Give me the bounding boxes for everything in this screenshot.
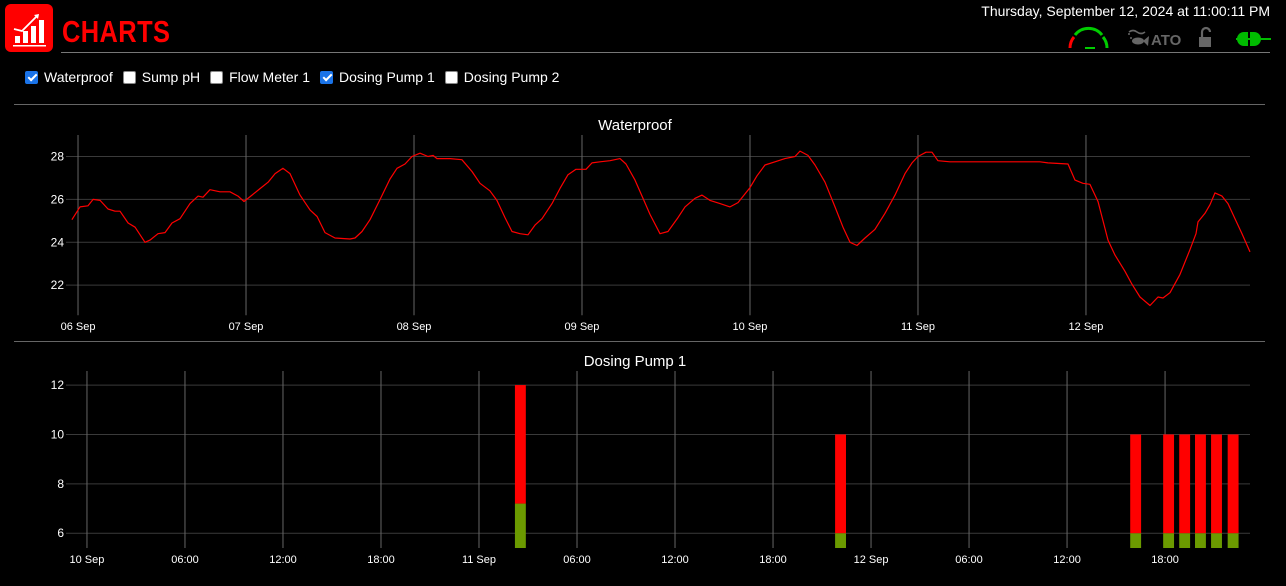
y-tick-label: 8 (57, 477, 64, 491)
series-filter-bar: Waterproof Sump pH Flow Meter 1 Dosing P… (25, 69, 569, 85)
x-tick-label: 12:00 (661, 554, 689, 566)
x-tick-label: 06:00 (563, 554, 591, 566)
bar-upper-segment (1211, 434, 1222, 534)
x-tick-label: 12 Sep (854, 554, 889, 566)
x-tick-label: 08 Sep (397, 321, 432, 333)
bar-upper-segment (835, 434, 846, 534)
bar-lower-segment (1163, 533, 1175, 548)
checkbox[interactable] (210, 70, 224, 84)
y-tick-label: 28 (51, 149, 65, 163)
y-tick-label: 10 (51, 427, 65, 441)
bar-lower-segment (1227, 533, 1239, 548)
y-tick-label: 12 (51, 378, 65, 392)
x-tick-label: 18:00 (1151, 554, 1179, 566)
chart-title-dosing-pump-1: Dosing Pump 1 (583, 353, 687, 370)
x-tick-label: 06:00 (171, 554, 199, 566)
filter-dosing-pump-1[interactable]: Dosing Pump 1 (320, 69, 435, 85)
x-tick-label: 10 Sep (733, 321, 768, 333)
x-tick-label: 12 Sep (1069, 321, 1104, 333)
checkbox[interactable] (444, 70, 458, 84)
x-tick-label: 18:00 (759, 554, 787, 566)
series-line (71, 150, 1251, 307)
x-tick-label: 12:00 (269, 554, 297, 566)
bar-upper-segment (1195, 434, 1206, 534)
bar-upper-segment (1227, 434, 1239, 534)
y-tick-label: 22 (51, 278, 65, 292)
bar-upper-segment (1163, 434, 1175, 534)
fish-feed-icon[interactable] (1128, 29, 1149, 47)
y-tick-label: 26 (51, 192, 65, 206)
divider (14, 341, 1265, 342)
bar-lower-segment (514, 503, 526, 548)
bar-lower-segment (1195, 533, 1206, 548)
bar-lower-segment (835, 533, 846, 548)
filter-flow-meter-1[interactable]: Flow Meter 1 (210, 69, 310, 85)
bar-upper-segment (1130, 434, 1142, 534)
x-tick-label: 12:00 (1053, 554, 1081, 566)
chart-0: 22 24 26 28 06 Sep 07 Sep 08 Sep 09 Sep 10 Sep 11… (51, 135, 1251, 333)
ato-icon[interactable]: ATO (1151, 32, 1182, 49)
filter-label: Flow Meter 1 (229, 69, 311, 85)
x-tick-label: 06 Sep (61, 321, 96, 333)
current-datetime: Thursday, September 12, 2024 at 11:00:11… (981, 3, 1270, 19)
status-icons: ATO (1068, 26, 1271, 49)
x-tick-label: 06:00 (955, 554, 983, 566)
y-tick-label: 6 (57, 526, 64, 540)
chart-1: 6 8 10 12 10 Sep 06:00 12:00 18:00 11 Sep 06:00 12… (51, 371, 1250, 566)
filter-label: Dosing Pump 2 (463, 69, 560, 85)
page-title: CHARTS (62, 14, 171, 49)
power-plug-icon[interactable] (1236, 32, 1271, 46)
gauge-icon[interactable] (1068, 26, 1109, 49)
bar-upper-segment (1179, 434, 1191, 534)
checkbox[interactable] (320, 70, 334, 84)
charts-logo-icon (5, 4, 53, 52)
checkbox[interactable] (122, 70, 136, 84)
header-divider (61, 52, 1270, 53)
x-tick-label: 11 Sep (901, 321, 935, 333)
y-tick-label: 24 (51, 235, 65, 249)
checkbox[interactable] (25, 70, 38, 84)
filter-dosing-pump-2[interactable]: Dosing Pump 2 (444, 69, 560, 85)
x-tick-label: 09 Sep (565, 321, 600, 333)
bar-lower-segment (1179, 533, 1191, 548)
x-tick-label: 10 Sep (70, 554, 105, 566)
x-tick-label: 07 Sep (229, 321, 264, 333)
bar-lower-segment (1130, 533, 1142, 548)
unlocked-padlock-icon[interactable] (1199, 26, 1212, 47)
filter-label: Waterproof (44, 69, 113, 85)
chart-title-waterproof: Waterproof (598, 117, 672, 134)
filter-label: Dosing Pump 1 (339, 69, 435, 85)
bar-lower-segment (1211, 533, 1222, 548)
bar-upper-segment (514, 385, 526, 504)
x-tick-label: 18:00 (367, 554, 395, 566)
filter-waterproof[interactable]: Waterproof (25, 69, 113, 85)
x-tick-label: 11 Sep (462, 554, 496, 566)
filter-sump-ph[interactable]: Sump pH (122, 69, 201, 85)
filter-label: Sump pH (141, 69, 201, 85)
divider (14, 104, 1265, 105)
